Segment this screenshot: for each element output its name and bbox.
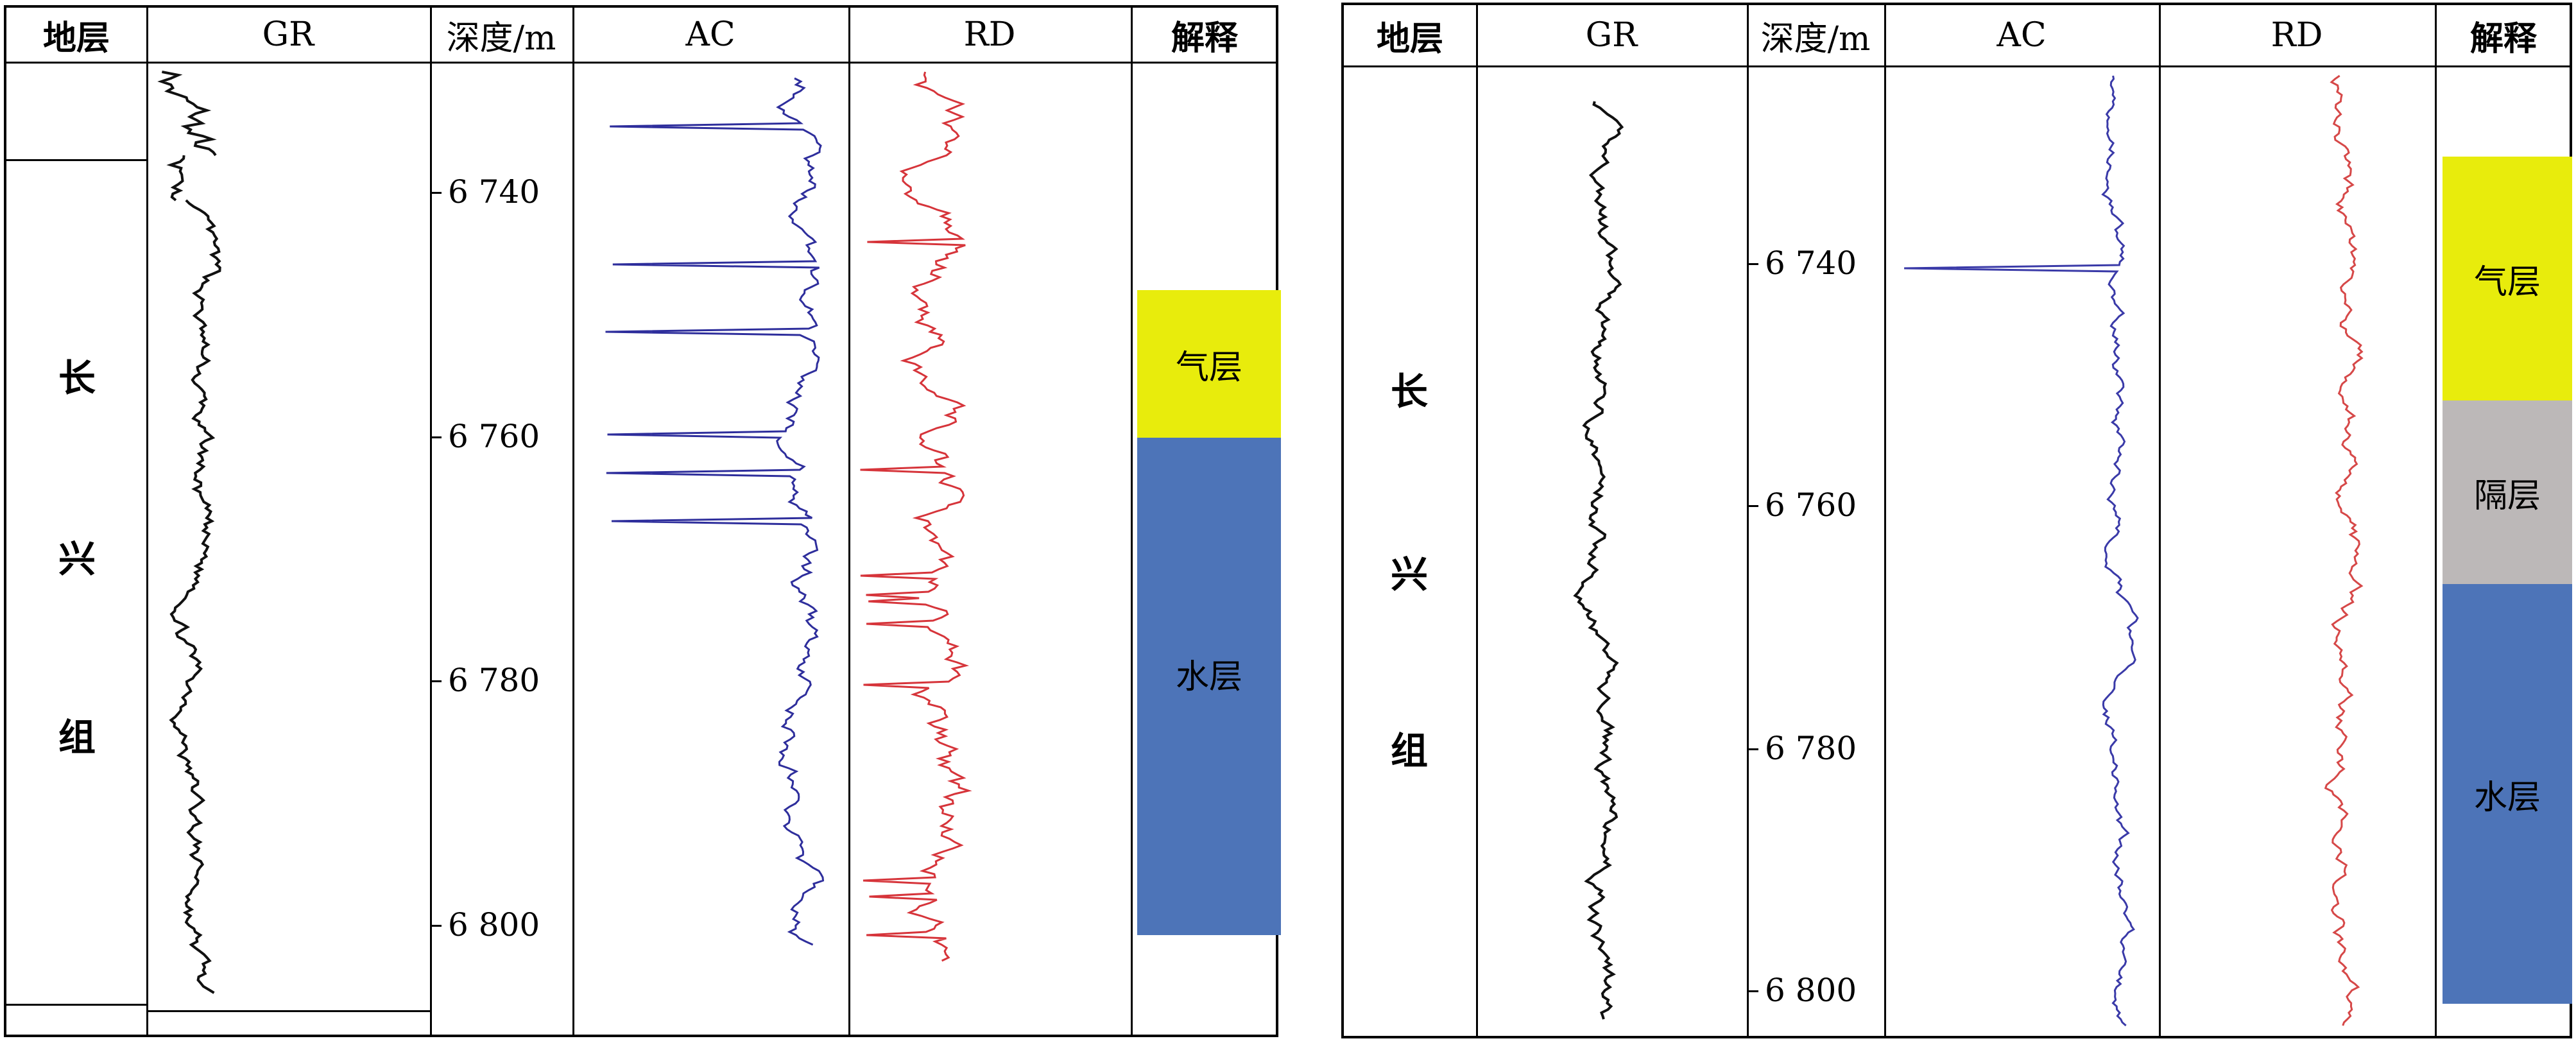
- header-interpretation: 解释: [1171, 19, 1238, 58]
- header-rd: RD: [963, 15, 1016, 54]
- zone-water-label: 水层: [2473, 778, 2541, 817]
- rd-trace: [860, 71, 972, 962]
- depth-tick-6780: 6 780: [1765, 730, 1857, 767]
- ac-trace: [1904, 75, 2139, 1027]
- ac-trace: [605, 77, 825, 946]
- zone-water-layer: 水层: [1137, 438, 1281, 935]
- depth-tick-6760: 6 760: [448, 418, 540, 455]
- zone-gas-layer: 气层: [2443, 157, 2572, 400]
- zone-water-layer: 水层: [2443, 584, 2572, 1004]
- header-formation: 地层: [1376, 19, 1443, 58]
- rd-trace: [2324, 74, 2364, 1026]
- header-gr: GR: [262, 15, 314, 54]
- zone-barrier-label: 隔层: [2473, 476, 2541, 515]
- formation-char-2: 兴: [1390, 553, 1428, 596]
- gr-curve-left: [157, 71, 972, 994]
- zone-gas-label: 气层: [2473, 262, 2541, 302]
- header-ac: AC: [685, 15, 735, 54]
- zone-gas-layer: 气层: [1137, 290, 1281, 438]
- depth-tick-6740: 6 740: [448, 173, 540, 211]
- depth-tick-6800: 6 800: [448, 906, 540, 943]
- depth-tick-6800: 6 800: [1765, 972, 1857, 1009]
- gr-trace: [169, 199, 221, 994]
- depth-tick-6780: 6 780: [448, 662, 540, 699]
- header-depth: 深度/m: [446, 19, 556, 58]
- zone-gas-label: 气层: [1175, 348, 1242, 387]
- header-formation: 地层: [42, 19, 110, 58]
- zone-barrier-layer: 隔层: [2443, 400, 2572, 584]
- gr-trace: [166, 155, 185, 202]
- zone-water-label: 水层: [1175, 658, 1242, 696]
- right-log-panel: 地层 GR 深度/m AC RD 解释 长 兴 组 6 740 6 760 6 …: [1341, 3, 2572, 1038]
- depth-tick-6760: 6 760: [1765, 486, 1857, 524]
- formation-char-3: 组: [1390, 729, 1428, 773]
- gr-curve-right: [1573, 74, 2364, 1027]
- header-depth: 深度/m: [1760, 19, 1871, 58]
- header-interpretation: 解释: [2469, 19, 2537, 58]
- depth-tick-6740: 6 740: [1765, 245, 1857, 282]
- formation-char-3: 组: [58, 716, 96, 759]
- header-ac: AC: [1996, 16, 2047, 55]
- header-gr: GR: [1585, 16, 1638, 55]
- gr-trace: [157, 71, 217, 157]
- left-log-panel: 地层 GR 深度/m AC RD 解释 长 兴 组 6 740 6 760 6 …: [4, 5, 1281, 1037]
- formation-char-1: 长: [1390, 370, 1428, 413]
- header-rd: RD: [2271, 16, 2323, 55]
- gr-trace: [1573, 101, 1624, 1020]
- formation-char-2: 兴: [58, 537, 96, 581]
- formation-char-1: 长: [58, 356, 96, 400]
